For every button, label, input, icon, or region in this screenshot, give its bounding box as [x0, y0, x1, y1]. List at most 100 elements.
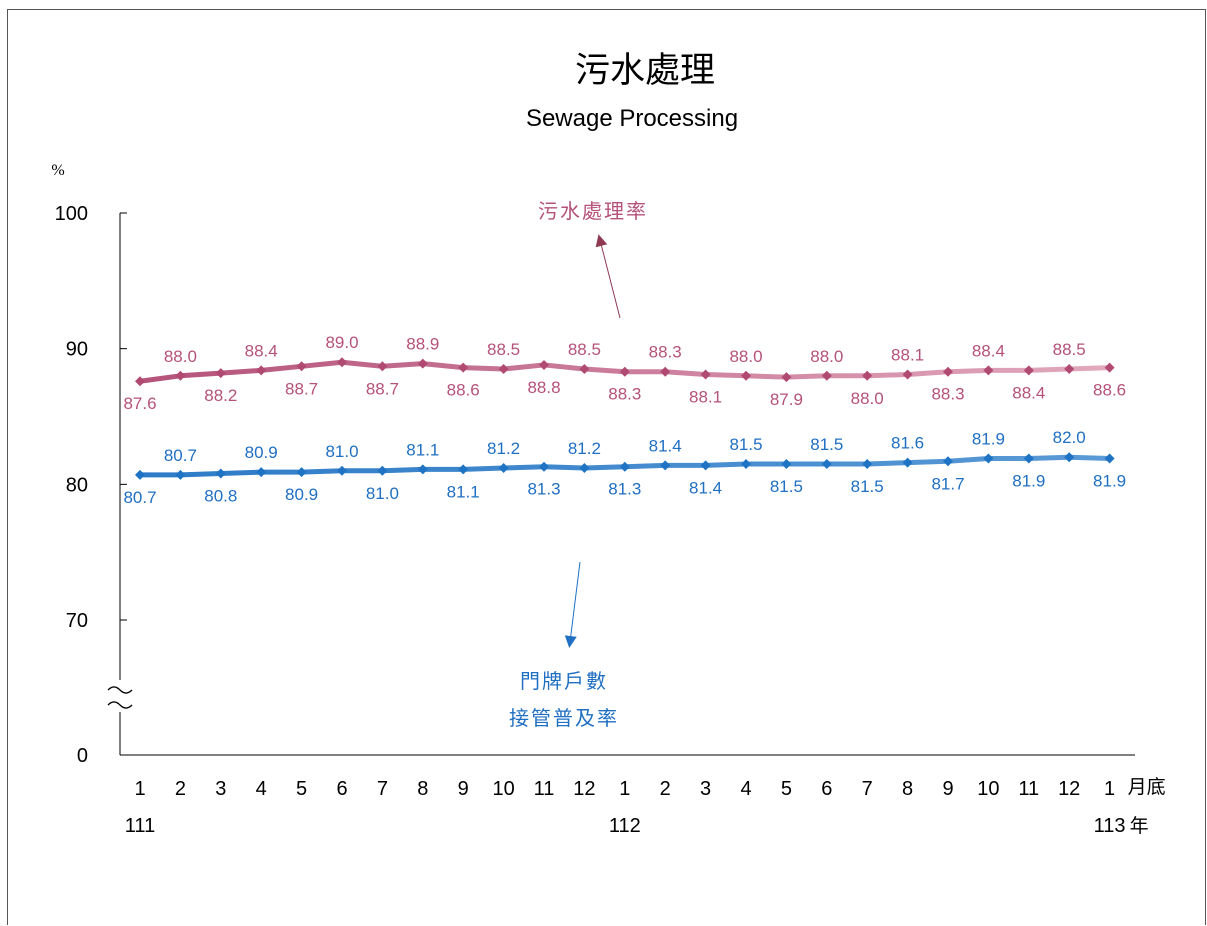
data-label: 88.7 [366, 379, 399, 398]
data-point [902, 369, 913, 380]
data-label: 81.2 [487, 439, 520, 458]
data-point [781, 372, 792, 383]
x-tick-label: 4 [740, 778, 751, 800]
data-point [741, 370, 751, 381]
chart-subtitle: Sewage Processing [526, 105, 738, 132]
data-label: 88.3 [931, 385, 964, 404]
data-label: 80.9 [245, 443, 278, 462]
x-tick-label: 6 [821, 778, 832, 800]
x-year-label: 113 [1094, 815, 1126, 837]
x-unit-label: 月底 [1128, 776, 1166, 798]
x-tick-label: 11 [1018, 778, 1039, 800]
data-point [741, 458, 751, 469]
series-label-sewage-rate: 污水處理率 [538, 199, 648, 223]
data-label: 88.7 [285, 379, 318, 398]
data-label: 81.1 [447, 482, 480, 501]
data-point [821, 458, 832, 469]
data-label: 81.7 [931, 474, 964, 493]
data-label: 81.0 [366, 484, 399, 503]
data-label: 81.2 [568, 439, 601, 458]
series-layer [135, 357, 1115, 480]
x-tick-label: 1 [1104, 778, 1115, 800]
data-point [539, 359, 549, 370]
data-point [135, 376, 145, 387]
data-point [296, 361, 307, 372]
data-label: 88.0 [729, 347, 762, 366]
data-label: 88.1 [689, 387, 722, 406]
x-tick-label: 5 [781, 778, 792, 800]
y-tick-label: 90 [66, 339, 88, 361]
data-label: 81.9 [1093, 472, 1126, 491]
y-unit-label: % [51, 162, 64, 179]
data-label: 88.0 [810, 347, 843, 366]
x-tick-label: 5 [296, 778, 307, 800]
x-tick-label: 7 [377, 778, 388, 800]
data-label: 80.7 [164, 446, 197, 465]
data-point [1023, 453, 1034, 464]
data-point [458, 464, 469, 475]
x-tick-label: 8 [417, 778, 428, 800]
x-tick-label: 12 [1058, 778, 1080, 800]
data-point [902, 457, 913, 468]
data-point [1064, 364, 1075, 375]
x-tick-label: 3 [215, 778, 226, 800]
data-point [296, 467, 307, 478]
data-labels: 87.6 88.0 88.2 88.4 88.7 89.0 88.7 88.9 88.6 88.5… [123, 333, 1126, 507]
data-point [417, 358, 428, 369]
data-point [700, 460, 711, 471]
data-label: 88.6 [447, 381, 480, 400]
data-label: 88.3 [608, 385, 641, 404]
y-tick-label: 0 [77, 745, 88, 767]
x-tick-label: 2 [175, 778, 186, 800]
x-year-suffix: 年 [1130, 815, 1149, 837]
data-point [539, 461, 549, 472]
data-label: 81.5 [851, 477, 884, 496]
data-point [943, 366, 953, 377]
data-label: 81.5 [770, 477, 803, 496]
x-tick-label: 11 [534, 778, 555, 800]
data-label: 89.0 [325, 333, 358, 352]
data-point [256, 467, 267, 478]
data-point [862, 370, 873, 381]
chart-title: 污水處理 [575, 51, 715, 91]
data-label: 81.3 [608, 480, 641, 499]
data-label: 81.5 [729, 435, 762, 454]
data-label: 88.5 [1053, 340, 1086, 359]
data-point [135, 469, 145, 480]
data-point [215, 468, 226, 479]
data-label: 88.3 [649, 343, 682, 362]
data-point [660, 366, 671, 377]
data-label: 82.0 [1053, 428, 1086, 447]
y-axis-ticks: 100 90 80 70 0 [55, 203, 127, 767]
data-label: 80.8 [204, 486, 237, 505]
chart-frame [7, 9, 1206, 925]
data-label: 81.1 [406, 440, 439, 459]
y-tick-label: 80 [66, 474, 88, 496]
axis-break-mark [107, 701, 133, 709]
data-point [862, 458, 873, 469]
x-tick-label: 10 [977, 778, 999, 800]
data-label: 88.0 [851, 389, 884, 408]
data-point [579, 463, 590, 474]
data-point [175, 370, 186, 381]
data-point [337, 357, 347, 368]
series-label-connection-rate-line2: 接管普及率 [509, 706, 619, 730]
data-point [660, 460, 671, 471]
data-point [1064, 452, 1075, 463]
data-point [175, 469, 186, 480]
data-label: 81.3 [527, 480, 560, 499]
x-tick-label: 9 [942, 778, 953, 800]
data-label: 81.5 [810, 435, 843, 454]
data-label: 80.9 [285, 485, 318, 504]
data-point [943, 456, 953, 467]
data-point [256, 365, 267, 376]
data-label: 88.0 [164, 347, 197, 366]
x-tick-label: 10 [492, 778, 514, 800]
data-label: 88.6 [1093, 381, 1126, 400]
data-point [781, 458, 792, 469]
x-tick-label: 1 [619, 778, 630, 800]
data-point [215, 368, 226, 379]
data-label: 88.5 [568, 340, 601, 359]
data-label: 81.6 [891, 434, 924, 453]
